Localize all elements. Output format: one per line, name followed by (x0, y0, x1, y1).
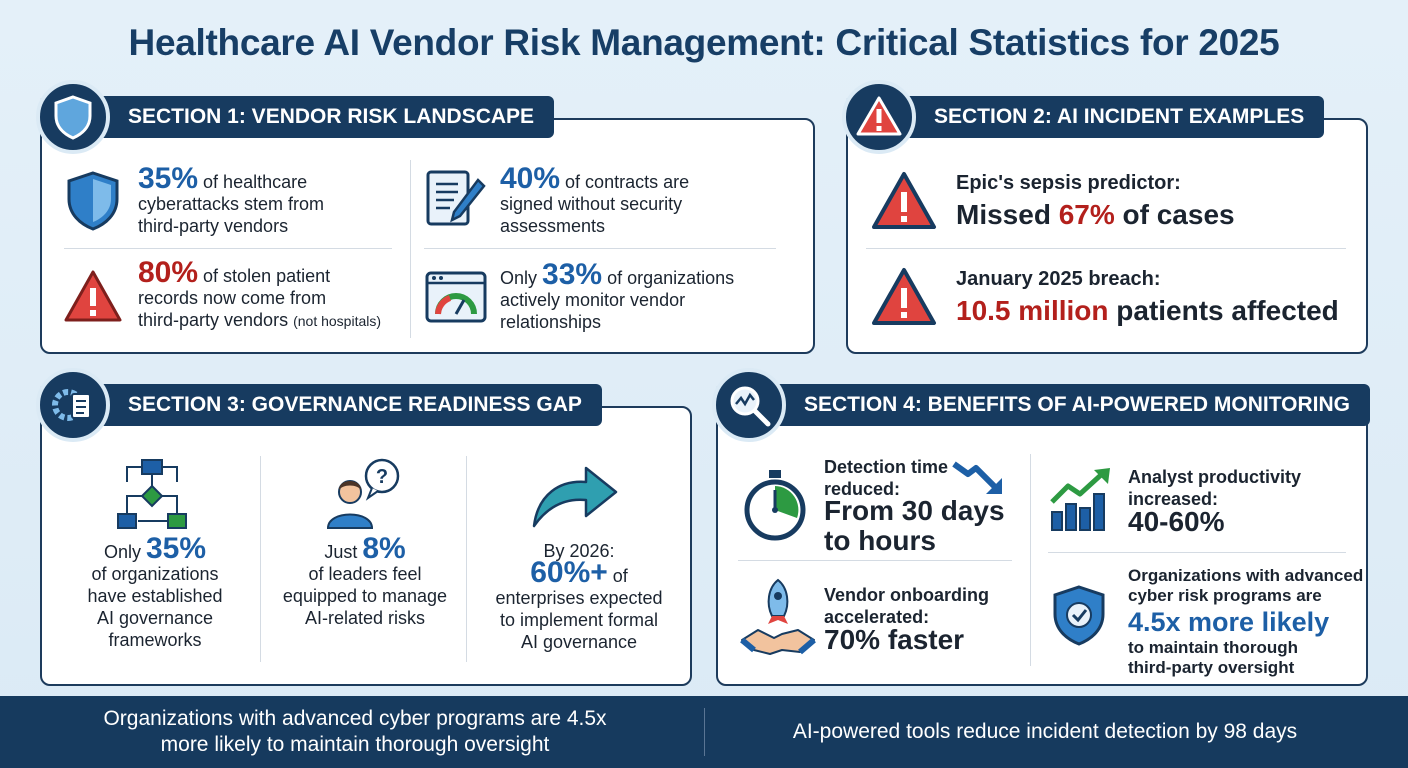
shield-icon (64, 170, 122, 237)
section-4-panel (716, 406, 1368, 686)
incident-breach-value: 10.5 million patients affected (956, 295, 1339, 326)
divider (738, 560, 1012, 561)
benefit-productivity-label: Analyst productivity increased: (1128, 467, 1302, 509)
warning-icon (856, 96, 902, 136)
divider (1030, 454, 1031, 666)
dashboard-gauge-icon (424, 270, 488, 329)
warning-icon (870, 266, 938, 333)
shield-icon (54, 95, 92, 140)
section-3-badge (36, 368, 110, 442)
warning-icon (870, 170, 938, 237)
bar-chart-up-icon (1048, 466, 1114, 539)
stat-enterprises-2026: By 2026: 60%+ of enterprises expected to … (495, 541, 663, 652)
section-2-badge (842, 80, 916, 154)
magnifier-chart-icon (730, 386, 771, 427)
gear-checklist-icon (52, 389, 91, 421)
stat-vendor-attacks: 35% of healthcare cyberattacks stem from… (138, 162, 325, 237)
stat-governance-frameworks: Only 35% of organizations have establishe… (87, 532, 223, 651)
section-2-header: SECTION 2: AI INCIDENT EXAMPLES (846, 96, 1325, 138)
footer-left-text: Organizations with advanced cyber progra… (103, 707, 607, 756)
footer-banner: Organizations with advanced cyber progra… (0, 696, 1408, 768)
benefit-oversight: Organizations with advanced cyber risk pr… (1128, 566, 1364, 677)
footer-divider (704, 708, 705, 756)
divider (260, 456, 261, 662)
curved-arrow-icon (530, 460, 620, 535)
section-4-badge (712, 368, 786, 442)
flowchart-icon (116, 458, 190, 537)
divider (424, 248, 776, 249)
stat-leaders-equipped: Just 8% of leaders feel equipped to manag… (282, 532, 448, 629)
page-title: Healthcare AI Vendor Risk Management: Cr… (128, 22, 1280, 63)
benefit-detection-label: Detection time reduced: (824, 457, 949, 499)
benefit-onboarding-label: Vendor onboarding accelerated: (824, 585, 989, 627)
section-3-header: SECTION 3: GOVERNANCE READINESS GAP (40, 384, 602, 426)
incident-breach-label: January 2025 breach: (956, 268, 1161, 290)
stat-contracts: 40% of contracts are signed without secu… (500, 162, 690, 237)
benefit-productivity-value: 40-60% (1128, 506, 1225, 537)
stat-stolen-records: 80% of stolen patient records now come f… (138, 256, 382, 331)
shield-check-icon (1050, 584, 1108, 653)
section-1-header: SECTION 1: VENDOR RISK LANDSCAPE (40, 96, 555, 138)
divider (866, 248, 1346, 249)
section-1-badge (36, 80, 110, 154)
svg-text:?: ? (376, 466, 388, 488)
stopwatch-icon (742, 468, 808, 547)
rocket-handshake-icon (740, 578, 816, 663)
divider (410, 160, 411, 338)
divider (64, 248, 392, 249)
benefit-onboarding-value: 70% faster (824, 624, 965, 655)
user-question-icon: ? (324, 456, 404, 535)
warning-icon (62, 268, 124, 329)
section-4-header: SECTION 4: BENEFITS OF AI-POWERED MONITO… (716, 384, 1371, 426)
incident-epic-value: Missed 67% of cases (956, 199, 1235, 230)
section-3-panel (40, 406, 692, 686)
divider (466, 456, 467, 662)
divider (1048, 552, 1346, 553)
incident-epic-label: Epic's sepsis predictor: (956, 172, 1181, 194)
document-pen-icon (424, 168, 488, 235)
trend-down-arrow-icon (950, 458, 1006, 503)
footer-right-text: AI-powered tools reduce incident detecti… (792, 720, 1298, 743)
stat-monitoring: Only 33% of organizations actively monit… (500, 258, 735, 333)
benefit-detection-value: From 30 days to hours (824, 495, 1005, 556)
